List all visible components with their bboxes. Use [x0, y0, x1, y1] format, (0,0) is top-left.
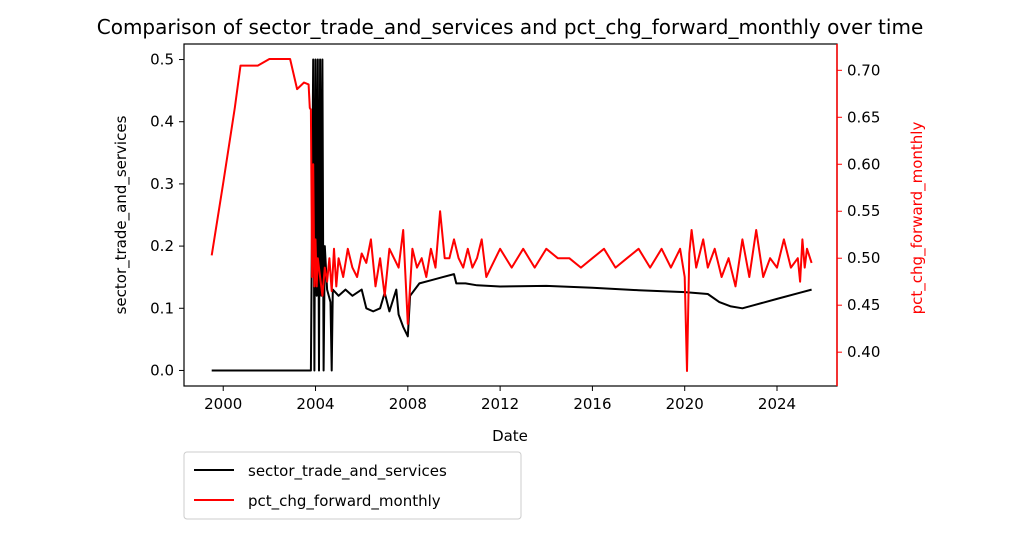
x-axis-ticks: 2000 2004 2008 2012 2016 2020 2024 — [204, 386, 796, 413]
x-tick-label: 2000 — [204, 395, 242, 413]
x-axis-label: Date — [492, 427, 528, 445]
series-line-1 — [211, 58, 812, 372]
left-y-axis-label: sector_trade_and_services — [112, 115, 131, 314]
right-y-tick-label: 0.55 — [847, 202, 880, 220]
right-y-tick-label: 0.45 — [847, 296, 880, 314]
right-y-tick-label: 0.40 — [847, 343, 880, 361]
left-y-tick-label: 0.2 — [150, 237, 174, 255]
legend-label-series-1: sector_trade_and_services — [248, 462, 447, 481]
x-tick-label: 2008 — [389, 395, 427, 413]
legend-box — [183, 451, 522, 520]
right-y-axis-ticks: 0.40 0.45 0.50 0.55 0.60 0.65 0.70 — [837, 61, 880, 361]
left-y-tick-label: 0.4 — [150, 113, 174, 131]
left-y-tick-label: 0.0 — [150, 361, 174, 379]
x-tick-label: 2012 — [481, 395, 519, 413]
series-line-2 — [210, 58, 813, 372]
x-tick-label: 2004 — [296, 395, 334, 413]
left-y-axis-ticks: 0.0 0.1 0.2 0.3 0.4 0.5 — [150, 51, 184, 379]
left-y-tick-label: 0.5 — [150, 51, 174, 69]
legend: sector_trade_and_services pct_chg_forwar… — [183, 451, 522, 520]
right-y-tick-label: 0.70 — [847, 61, 880, 79]
right-y-axis-label: pct_chg_forward_monthly — [908, 122, 927, 315]
right-y-tick-label: 0.60 — [847, 155, 880, 173]
left-y-tick-label: 0.3 — [150, 175, 174, 193]
left-y-tick-label: 0.1 — [150, 299, 174, 317]
axes-frame — [183, 43, 838, 387]
legend-label-series-2: pct_chg_forward_monthly — [248, 492, 441, 511]
x-tick-label: 2020 — [666, 395, 704, 413]
right-y-tick-label: 0.50 — [847, 249, 880, 267]
x-tick-label: 2024 — [758, 395, 796, 413]
chart-title: Comparison of sector_trade_and_services … — [97, 15, 924, 39]
plot-lines — [210, 58, 813, 372]
x-tick-label: 2016 — [573, 395, 611, 413]
right-y-tick-label: 0.65 — [847, 108, 880, 126]
